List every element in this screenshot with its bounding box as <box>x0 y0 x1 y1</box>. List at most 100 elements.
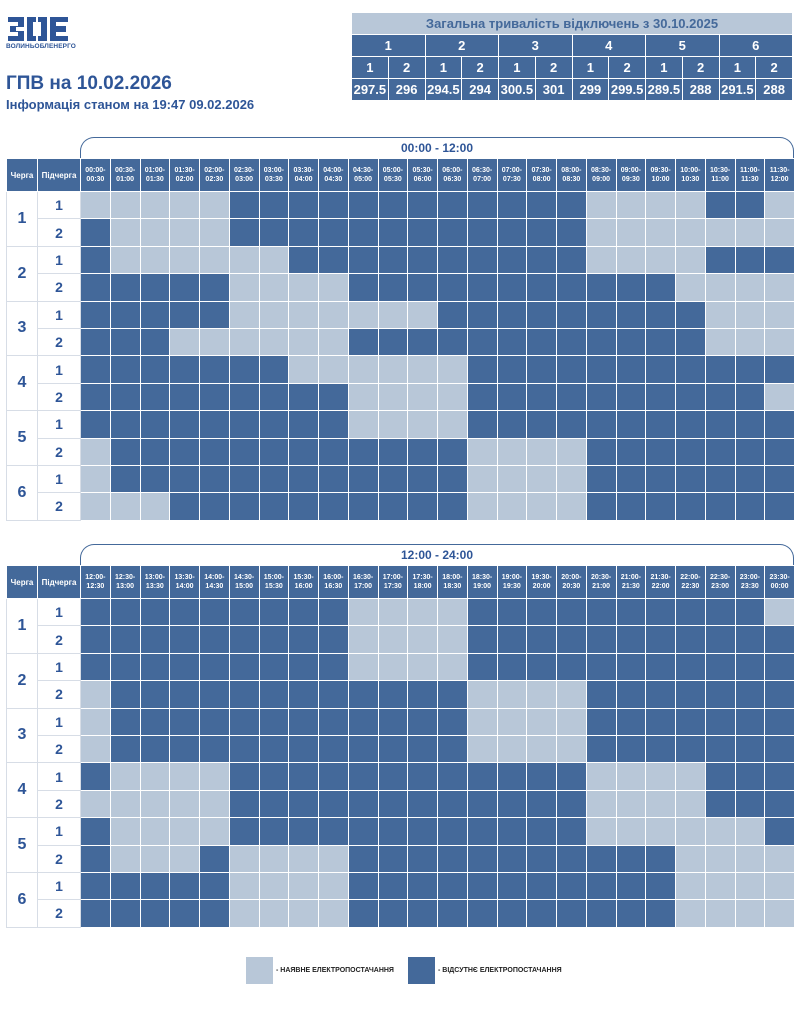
time-slot-start: 07:00- <box>501 167 522 174</box>
summary-group-5: 5 <box>645 34 720 57</box>
power-cell <box>139 762 171 791</box>
outage-cell <box>585 327 617 357</box>
subqueue-number: 2 <box>37 680 81 709</box>
outage-cell <box>645 464 676 494</box>
time-slot-end: 07:30 <box>502 176 521 183</box>
outage-cell <box>347 762 379 791</box>
power-cell <box>407 625 438 654</box>
subqueue-number: 2 <box>37 899 81 928</box>
outage-cell <box>139 871 171 901</box>
outage-cell <box>556 190 587 220</box>
summary-value: 301 <box>534 78 573 101</box>
outage-cell <box>585 707 617 736</box>
outage-cell <box>377 817 409 846</box>
time-slot-start: 16:30- <box>353 574 374 581</box>
time-slot-start: 22:30- <box>710 574 731 581</box>
outage-cell <box>704 190 736 220</box>
power-cell <box>139 190 171 220</box>
outage-cell <box>496 871 528 901</box>
schedule-row: 2 <box>7 734 795 764</box>
outage-cell <box>556 327 587 357</box>
power-cell <box>526 734 557 764</box>
outage-cell <box>347 789 379 819</box>
power-cell <box>199 218 230 247</box>
power-cell <box>199 190 230 220</box>
power-cell <box>80 680 111 709</box>
outage-cell <box>526 789 557 819</box>
subqueue-number: 1 <box>37 355 81 384</box>
power-cell <box>109 218 141 247</box>
outage-cell <box>675 300 706 329</box>
outage-cell <box>407 245 438 275</box>
outage-cell <box>704 464 736 494</box>
outage-cell <box>258 625 290 654</box>
outage-cell <box>407 190 438 220</box>
power-cell <box>526 707 557 736</box>
power-cell <box>734 218 766 247</box>
outage-cell <box>407 871 438 901</box>
power-cell <box>675 245 706 275</box>
power-cell <box>615 762 647 791</box>
power-cell <box>764 597 795 627</box>
time-slot-header: 14:00- 14:30 <box>199 565 230 599</box>
power-cell <box>318 273 349 302</box>
power-cell <box>228 844 260 873</box>
outage-cell <box>258 734 290 764</box>
outage-cell <box>734 245 766 275</box>
power-cell <box>556 734 587 764</box>
outage-cell <box>437 245 468 275</box>
outage-cell <box>377 492 409 521</box>
time-slot-start: 19:30- <box>531 574 552 581</box>
outage-cell <box>258 218 290 247</box>
outage-cell <box>407 762 438 791</box>
outage-cell <box>228 734 260 764</box>
power-cell <box>437 410 468 439</box>
outage-cell <box>139 899 171 928</box>
outage-cell <box>734 680 766 709</box>
power-cell <box>764 871 795 901</box>
outage-cell <box>526 327 557 357</box>
outage-cell <box>645 625 676 654</box>
power-cell <box>556 464 587 494</box>
power-cell <box>734 844 766 873</box>
outage-cell <box>288 652 319 682</box>
outage-cell <box>228 382 260 412</box>
outage-cell <box>347 707 379 736</box>
subqueue-number: 1 <box>37 464 81 494</box>
time-slot-end: 14:30 <box>205 583 224 590</box>
outage-cell <box>169 355 200 384</box>
power-cell <box>80 734 111 764</box>
power-cell <box>734 871 766 901</box>
outage-cell <box>466 410 498 439</box>
time-slot-end: 18:00 <box>413 583 432 590</box>
time-slot-header: 05:30- 06:00 <box>407 158 438 192</box>
power-cell <box>585 762 617 791</box>
power-cell <box>318 355 349 384</box>
power-cell <box>169 789 200 819</box>
outage-cell <box>496 817 528 846</box>
subqueue-number: 2 <box>37 437 81 466</box>
outage-cell <box>80 844 111 873</box>
outage-cell <box>318 789 349 819</box>
time-slot-start: 21:30- <box>650 574 671 581</box>
outage-cell <box>496 597 528 627</box>
outage-cell <box>585 492 617 521</box>
subqueue-number: 1 <box>37 597 81 627</box>
outage-cell <box>496 410 528 439</box>
power-cell <box>556 680 587 709</box>
outage-cell <box>496 625 528 654</box>
outage-cell <box>80 817 111 846</box>
outage-cell <box>615 625 647 654</box>
outage-cell <box>675 437 706 466</box>
time-slot-start: 12:00- <box>85 574 106 581</box>
power-cell <box>139 218 171 247</box>
outage-cell <box>228 492 260 521</box>
time-slot-end: 17:00 <box>354 583 373 590</box>
outage-cell <box>466 789 498 819</box>
outage-cell <box>407 437 438 466</box>
power-cell <box>734 327 766 357</box>
outage-cell <box>377 327 409 357</box>
outage-cell <box>734 437 766 466</box>
